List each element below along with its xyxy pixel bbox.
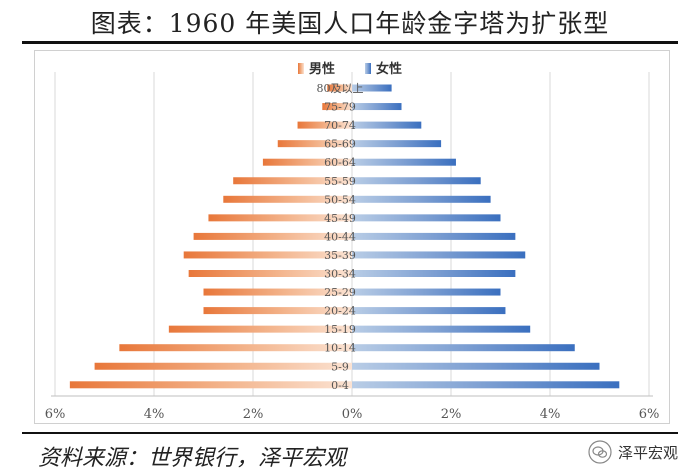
x-tick-label: 4% bbox=[540, 407, 561, 422]
age-group-label: 45-49 bbox=[324, 212, 356, 225]
age-group-label: 70-74 bbox=[324, 119, 356, 132]
age-group-label: 30-34 bbox=[324, 268, 356, 281]
male-bar bbox=[322, 103, 352, 111]
female-bar bbox=[352, 325, 531, 333]
male-bar bbox=[327, 84, 352, 92]
legend-male-swatch bbox=[298, 63, 304, 74]
male-bar bbox=[203, 307, 352, 315]
male-bar bbox=[69, 381, 352, 389]
female-bar bbox=[352, 307, 506, 315]
wechat-icon bbox=[588, 440, 612, 464]
age-group-label: 15-19 bbox=[324, 323, 356, 336]
legend-male-label: 男性 bbox=[309, 61, 335, 77]
age-group-label: 35-39 bbox=[324, 249, 356, 262]
male-bar bbox=[168, 325, 352, 333]
male-bar bbox=[277, 140, 352, 148]
male-bar bbox=[193, 232, 352, 240]
male-bar bbox=[203, 288, 352, 296]
female-bar bbox=[352, 232, 516, 240]
female-bar bbox=[352, 214, 501, 222]
male-bar bbox=[188, 270, 352, 277]
male-bar bbox=[223, 195, 352, 203]
male-bar bbox=[262, 158, 352, 166]
female-bar bbox=[352, 288, 501, 296]
chart-title: 图表：1960 年美国人口年龄金字塔为扩张型 bbox=[90, 9, 610, 38]
female-bar bbox=[352, 177, 481, 185]
female-bar bbox=[352, 362, 600, 370]
age-group-label: 5-9 bbox=[331, 360, 349, 373]
male-bar bbox=[94, 362, 352, 370]
age-group-label: 55-59 bbox=[324, 175, 356, 188]
female-bar bbox=[352, 140, 442, 148]
female-bar bbox=[352, 84, 392, 92]
age-group-label: 20-24 bbox=[324, 305, 356, 318]
female-bar bbox=[352, 270, 516, 277]
age-group-label: 65-69 bbox=[324, 138, 356, 151]
male-bar bbox=[183, 251, 352, 259]
female-bar bbox=[352, 158, 456, 166]
female-bar bbox=[352, 251, 526, 259]
male-bar bbox=[233, 177, 352, 185]
female-bar bbox=[352, 344, 575, 352]
watermark-text: 泽平宏观 bbox=[617, 443, 678, 462]
age-group-label: 40-44 bbox=[324, 230, 356, 243]
female-bar bbox=[352, 121, 422, 129]
male-bar bbox=[119, 344, 352, 352]
age-group-label: 80及以上 bbox=[317, 82, 364, 95]
watermark: 泽平宏观 bbox=[588, 440, 678, 464]
x-tick-label: 6% bbox=[639, 407, 660, 422]
x-tick-label: 2% bbox=[243, 407, 264, 422]
title-rule bbox=[22, 41, 678, 44]
source-note: 资料来源：世界银行，泽平宏观 bbox=[38, 446, 347, 471]
legend-female-label: 女性 bbox=[376, 61, 402, 77]
x-tick-label: 6% bbox=[45, 407, 66, 422]
age-group-label: 50-54 bbox=[324, 193, 356, 206]
female-bar bbox=[352, 103, 402, 111]
male-bar bbox=[297, 121, 352, 129]
age-group-label: 75-79 bbox=[324, 101, 356, 114]
legend-female-swatch bbox=[365, 63, 371, 74]
x-tick-label: 4% bbox=[144, 407, 165, 422]
footer-rule bbox=[22, 432, 678, 434]
female-bar bbox=[352, 195, 491, 203]
age-group-label: 0-4 bbox=[331, 379, 349, 392]
x-tick-label: 0% bbox=[342, 407, 363, 422]
age-group-label: 25-29 bbox=[324, 286, 356, 299]
age-group-label: 10-14 bbox=[324, 342, 356, 355]
female-bar bbox=[352, 381, 620, 389]
chart-frame bbox=[34, 50, 670, 424]
age-group-label: 60-64 bbox=[324, 156, 356, 169]
male-bar bbox=[208, 214, 352, 222]
x-tick-label: 2% bbox=[441, 407, 462, 422]
